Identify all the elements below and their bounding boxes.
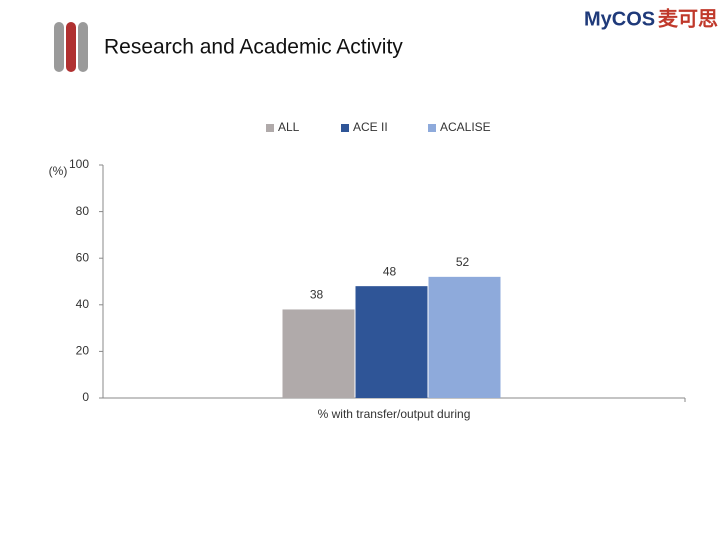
- bar: [428, 276, 501, 398]
- legend-label: ACE II: [353, 120, 388, 134]
- logo-name: 麦可思: [658, 6, 718, 30]
- y-tick-label: 60: [76, 250, 90, 264]
- logo-brand: MyCOS: [584, 8, 655, 30]
- x-tick-label: % with transfer/output during: [318, 407, 471, 421]
- legend-swatch: [341, 124, 349, 132]
- y-tick-label: 100: [69, 157, 89, 171]
- data-label: 48: [383, 264, 397, 278]
- y-tick-label: 20: [76, 344, 90, 358]
- data-label: 38: [310, 288, 324, 302]
- y-tick-label: 40: [76, 297, 90, 311]
- y-tick-label: 0: [82, 390, 89, 404]
- legend-label: ACALISE: [440, 120, 491, 134]
- y-axis-label: (%): [49, 164, 68, 178]
- data-label: 52: [456, 255, 470, 269]
- bar: [282, 309, 355, 398]
- legend-swatch: [428, 124, 436, 132]
- bar: [355, 286, 428, 398]
- decor-bars: [54, 22, 88, 72]
- y-tick-label: 80: [76, 204, 90, 218]
- chart-title: Research and Academic Activity: [104, 36, 403, 59]
- legend-label: ALL: [278, 120, 300, 134]
- legend-swatch: [266, 124, 274, 132]
